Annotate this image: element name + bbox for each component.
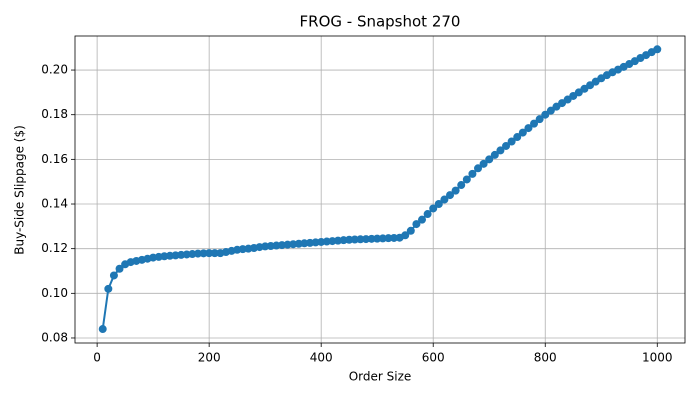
marker <box>350 235 359 244</box>
marker <box>474 164 483 173</box>
marker <box>429 204 438 213</box>
x-tick-label: 1000 <box>642 351 673 365</box>
marker <box>530 119 539 128</box>
marker <box>440 195 449 204</box>
marker <box>193 249 202 258</box>
marker <box>109 271 118 280</box>
marker <box>361 235 370 244</box>
y-tick-label: 0.18 <box>41 107 68 121</box>
marker <box>496 146 505 155</box>
marker <box>485 155 494 164</box>
y-tick-label: 0.20 <box>41 63 68 77</box>
y-tick-label: 0.12 <box>41 241 68 255</box>
marker <box>390 233 399 242</box>
marker <box>401 231 410 240</box>
marker <box>210 249 219 258</box>
x-tick-label: 200 <box>198 351 221 365</box>
marker <box>502 141 511 150</box>
marker <box>406 226 415 235</box>
x-tick-label: 600 <box>422 351 445 365</box>
marker <box>446 191 455 200</box>
marker <box>98 325 107 334</box>
marker <box>104 284 113 293</box>
marker <box>457 181 466 190</box>
marker <box>468 169 477 178</box>
marker <box>199 249 208 258</box>
marker <box>418 215 427 224</box>
x-tick-label: 400 <box>310 351 333 365</box>
marker <box>490 150 499 159</box>
y-tick-label: 0.08 <box>41 330 68 344</box>
marker <box>384 234 393 243</box>
plot-frame <box>74 35 686 344</box>
x-tick-label: 0 <box>93 351 101 365</box>
marker <box>479 159 488 168</box>
marker <box>115 264 124 273</box>
marker <box>653 45 662 54</box>
x-tick-label: 800 <box>534 351 557 365</box>
y-axis-label: Buy-Side Slippage ($) <box>13 125 27 255</box>
marker <box>524 124 533 133</box>
y-tick-label: 0.10 <box>41 286 68 300</box>
y-tick-label: 0.16 <box>41 152 68 166</box>
x-axis-label: Order Size <box>349 370 412 384</box>
marker <box>434 200 443 209</box>
marker <box>513 133 522 142</box>
marker <box>462 175 471 184</box>
marker <box>535 115 544 124</box>
marker <box>423 210 432 219</box>
y-tick-label: 0.14 <box>41 197 68 211</box>
marker <box>373 234 382 243</box>
marker <box>378 234 387 243</box>
marker <box>451 186 460 195</box>
marker <box>507 137 516 146</box>
marker <box>518 128 527 137</box>
marker <box>546 106 555 115</box>
marker <box>356 235 365 244</box>
marker <box>345 235 354 244</box>
marker <box>412 220 421 229</box>
marker <box>541 110 550 119</box>
marker <box>367 234 376 243</box>
marker <box>205 249 214 258</box>
chart-title: FROG - Snapshot 270 <box>300 13 461 31</box>
